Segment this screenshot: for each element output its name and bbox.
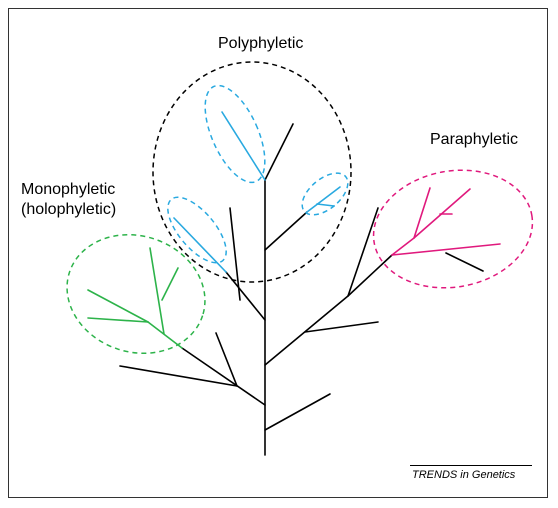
branch-to-poly-right (264, 211, 308, 251)
polyphyletic-label: Polyphyletic (218, 35, 304, 52)
branch-top-right (264, 123, 294, 181)
monophyletic-clade (87, 247, 183, 349)
branch-right-bottom (264, 393, 331, 431)
poly-subgroup-top-outline (204, 84, 266, 184)
branch-right-main (264, 295, 349, 366)
branch-right-twig (304, 321, 379, 333)
tree-trunk (119, 123, 484, 456)
branch-left-long (119, 365, 238, 387)
holophyletic-label: (holophyletic) (21, 201, 117, 218)
poly-subgroup-right-outline (301, 172, 349, 216)
branch-left-mid (215, 332, 238, 387)
poly-subgroup-left-outline (167, 196, 227, 264)
branch-right-upper (347, 207, 379, 297)
credit-rule (410, 465, 532, 466)
monophyletic-label: Monophyletic (21, 181, 116, 198)
journal-credit: TRENDS in Genetics (412, 469, 516, 481)
branch-upper-left-twig (229, 207, 241, 301)
figure-frame (8, 8, 548, 498)
branch-to-paraphyletic (347, 254, 393, 297)
branch-left-lower (181, 347, 266, 406)
paraphyletic-clade (391, 187, 501, 256)
para-excluded-branch (445, 252, 484, 272)
polyphyletic-group-outline (152, 61, 352, 283)
paraphyletic-label: Paraphyletic (430, 131, 519, 148)
monophyletic-group-outline (66, 233, 206, 355)
paraphyletic-group-outline (372, 169, 534, 289)
polyphyletic-branches (173, 111, 341, 273)
